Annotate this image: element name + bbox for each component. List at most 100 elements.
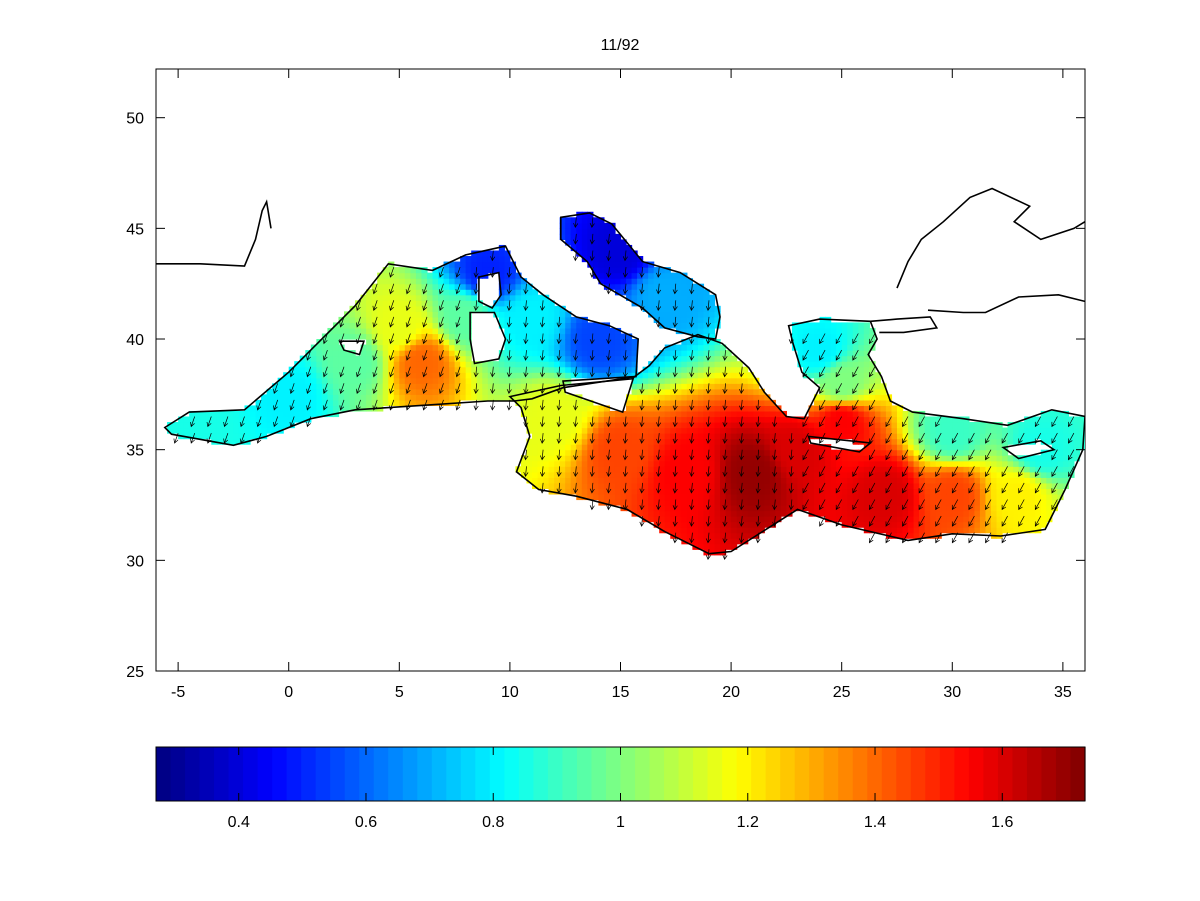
field-cell — [902, 471, 909, 478]
field-cell — [979, 493, 987, 501]
field-cell — [896, 444, 904, 451]
field-cell — [393, 355, 400, 362]
field-cell — [338, 366, 345, 373]
field-cell — [990, 493, 998, 501]
field-cell — [919, 499, 926, 506]
field-cell — [946, 521, 953, 528]
field-cell — [415, 316, 423, 324]
field-cell — [316, 377, 323, 384]
vector-arrow — [206, 432, 212, 444]
field-cell — [819, 388, 826, 395]
field-cell — [753, 499, 760, 506]
vector-arrow — [589, 233, 595, 245]
field-cell — [731, 521, 738, 528]
field-cell — [570, 477, 577, 484]
field-cell — [460, 388, 467, 395]
field-cell — [449, 344, 456, 351]
field-cell — [487, 256, 494, 263]
field-cell — [504, 350, 511, 357]
vector-arrow — [606, 233, 612, 245]
field-cell — [935, 438, 942, 445]
vector-arrow — [722, 433, 728, 444]
field-cell — [537, 477, 544, 484]
field-cell — [438, 394, 445, 401]
field-cell — [487, 305, 494, 312]
field-cell — [543, 366, 550, 373]
field-cell — [863, 405, 870, 412]
field-cell — [1051, 455, 1058, 462]
field-cell — [714, 510, 721, 517]
field-cell — [946, 466, 953, 473]
field-cell — [1079, 422, 1085, 429]
field-cell — [360, 322, 367, 329]
field-cell — [825, 377, 832, 384]
field-cell — [653, 449, 660, 456]
field-cell — [509, 294, 517, 301]
field-cell — [869, 527, 876, 534]
field-cell — [758, 388, 765, 395]
field-cell — [482, 388, 489, 395]
field-cell — [919, 532, 926, 539]
field-cell — [692, 350, 699, 357]
field-cell — [366, 322, 373, 329]
field-cell — [979, 422, 987, 429]
field-cell — [841, 322, 848, 329]
field-cell — [963, 438, 970, 445]
field-cell — [426, 355, 434, 362]
field-cell — [896, 505, 904, 512]
field-cell — [675, 449, 682, 456]
field-cell — [587, 460, 594, 467]
field-cell — [631, 344, 638, 351]
field-cell — [305, 377, 312, 384]
field-cell — [598, 366, 605, 373]
field-cell — [703, 466, 710, 473]
field-cell — [913, 532, 920, 539]
field-cell — [576, 422, 583, 429]
field-cell — [449, 316, 456, 324]
field-cell — [996, 493, 1003, 501]
field-cell — [852, 327, 859, 335]
field-cell — [769, 488, 776, 495]
field-cell — [211, 427, 218, 434]
field-cell — [515, 305, 522, 312]
field-cell — [642, 272, 649, 279]
vector-arrow — [256, 416, 262, 428]
field-cell — [653, 383, 660, 390]
field-cell — [211, 422, 218, 429]
field-cell — [432, 333, 439, 340]
field-cell — [421, 377, 428, 384]
field-cell — [675, 410, 682, 418]
field-cell — [714, 388, 721, 395]
field-cell — [399, 339, 406, 346]
field-cell — [626, 355, 633, 362]
field-cell — [758, 527, 765, 534]
vector-arrow — [968, 449, 975, 461]
field-cell — [410, 361, 417, 368]
field-cell — [310, 410, 317, 418]
field-cell — [720, 388, 727, 395]
vector-arrow — [1001, 466, 1008, 477]
field-cell — [1035, 477, 1042, 484]
field-cell — [609, 488, 616, 495]
field-cell — [935, 505, 942, 512]
field-cell — [626, 256, 633, 263]
field-cell — [841, 482, 848, 490]
field-cell — [443, 377, 450, 384]
field-cell — [443, 339, 450, 346]
colorbar-cell — [1012, 747, 1028, 801]
field-cell — [426, 333, 434, 340]
field-cell — [720, 471, 727, 478]
field-cell — [675, 316, 682, 324]
field-cell — [559, 305, 566, 312]
field-cell — [902, 427, 909, 434]
field-cell — [581, 322, 588, 329]
field-cell — [526, 294, 533, 301]
field-cell — [974, 499, 981, 506]
field-cell — [863, 366, 870, 373]
field-cell — [653, 516, 660, 523]
field-cell — [952, 422, 959, 429]
field-cell — [1029, 460, 1036, 467]
field-cell — [946, 422, 953, 429]
field-cell — [449, 261, 456, 268]
field-cell — [465, 377, 472, 384]
